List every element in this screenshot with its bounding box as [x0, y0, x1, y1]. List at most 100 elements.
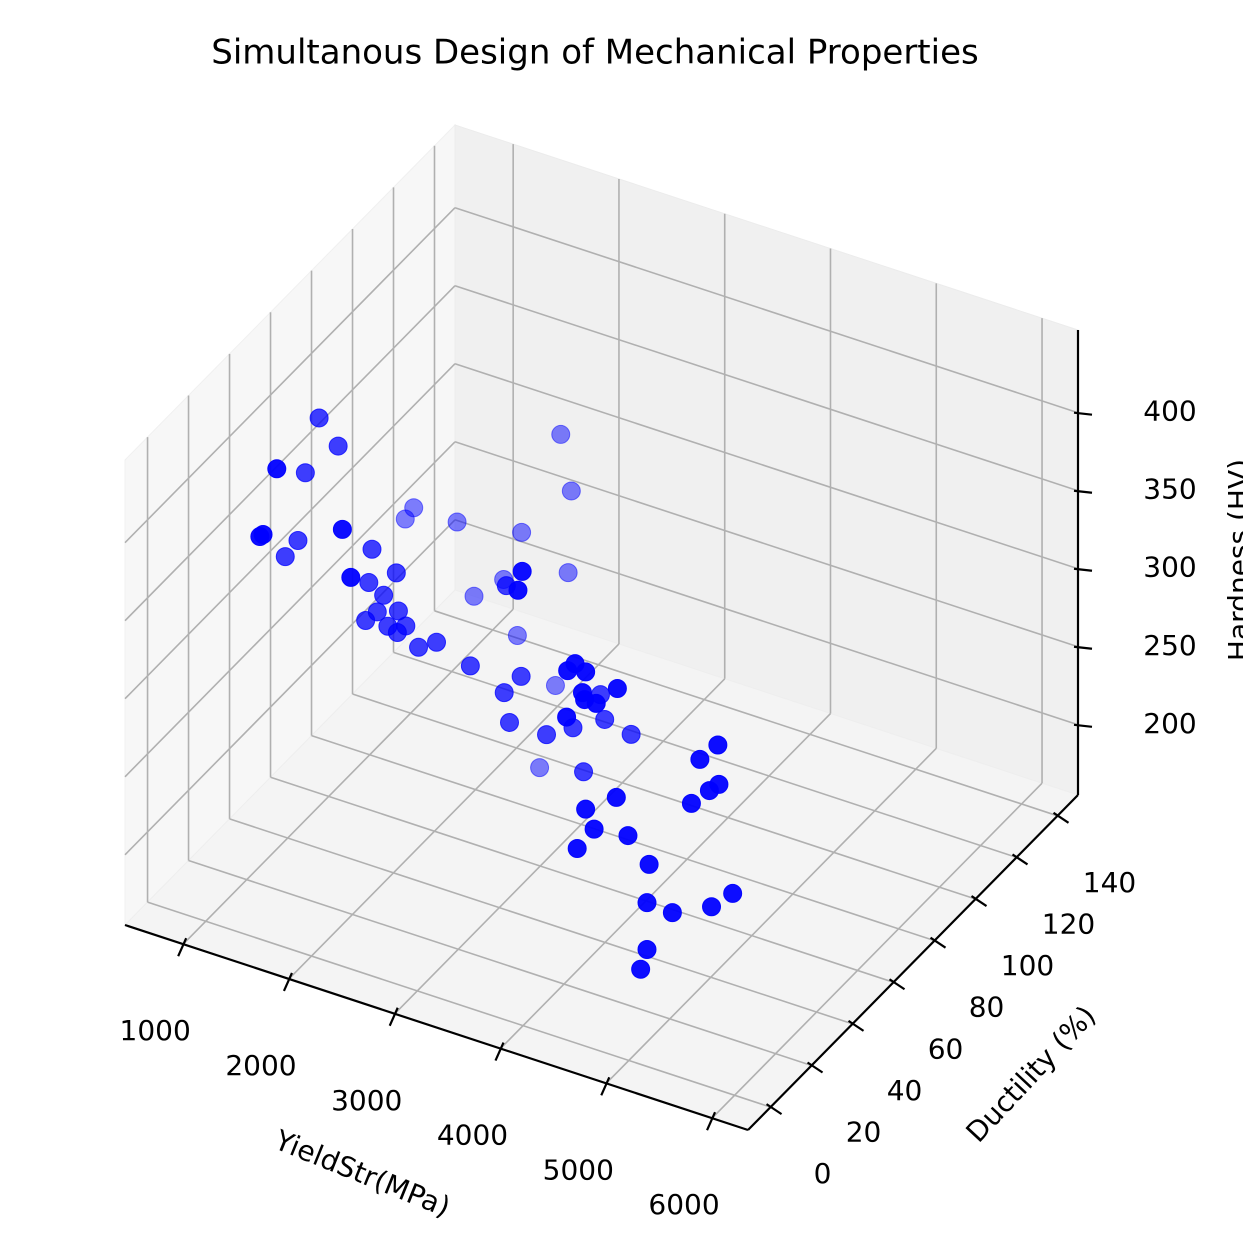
x-tick-label: 2000: [225, 1049, 296, 1082]
x-tick-label: 4000: [437, 1119, 508, 1152]
point: [702, 897, 722, 917]
point: [558, 563, 578, 583]
x-tick: [600, 1076, 611, 1096]
y-tick-label: 140: [1083, 866, 1136, 899]
y-tick: [765, 1103, 783, 1116]
point: [639, 854, 659, 874]
point: [631, 959, 651, 979]
point: [681, 793, 701, 813]
grid-line: [229, 818, 853, 1025]
z-tick: [1073, 723, 1093, 728]
point: [545, 675, 565, 695]
grid-line: [182, 608, 514, 945]
point: [253, 524, 273, 544]
point: [576, 662, 596, 682]
point: [607, 679, 627, 699]
y-tick: [847, 1019, 865, 1032]
y-tick-label: 100: [1001, 949, 1054, 982]
grid-line: [454, 284, 1079, 492]
point: [404, 498, 424, 518]
y-tick: [1052, 811, 1070, 824]
point: [460, 656, 480, 676]
point: [427, 632, 447, 652]
z-tick-label: 400: [1143, 395, 1196, 428]
point: [359, 573, 379, 593]
point: [309, 408, 329, 428]
grid-line: [454, 441, 1079, 648]
grid-line: [124, 441, 456, 778]
z-tick-label: 350: [1143, 473, 1196, 506]
point: [374, 585, 394, 605]
point: [584, 819, 604, 839]
point: [530, 758, 550, 778]
y-tick: [888, 978, 906, 991]
point: [595, 709, 615, 729]
point: [341, 567, 361, 587]
grid-line: [711, 782, 1043, 1119]
y-tick: [1011, 853, 1029, 866]
grid-line: [352, 693, 976, 900]
point: [709, 774, 729, 794]
point: [275, 547, 295, 567]
point: [267, 459, 287, 479]
grid-line: [434, 610, 1058, 817]
x-tick: [494, 1042, 505, 1062]
grid-line: [147, 901, 771, 1108]
point: [396, 616, 416, 636]
z-tick: [1073, 645, 1093, 650]
y-axis: [747, 794, 1079, 1131]
grid-line: [188, 859, 812, 1067]
point: [295, 463, 315, 483]
y-tick: [929, 936, 947, 949]
x-tick-label: 1000: [120, 1014, 191, 1047]
grid-line: [124, 207, 456, 544]
point: [332, 519, 352, 539]
x-tick: [706, 1111, 717, 1131]
grid-line: [124, 285, 456, 622]
point: [386, 563, 406, 583]
point: [618, 826, 638, 846]
point: [328, 436, 348, 456]
point: [511, 666, 531, 686]
y-tick-label: 0: [814, 1157, 832, 1190]
grid-line: [454, 519, 1079, 726]
point: [561, 481, 581, 501]
x-tick: [388, 1007, 399, 1027]
grid-line: [394, 678, 726, 1015]
grid-line: [454, 206, 1079, 414]
y-tick-label: 20: [846, 1115, 882, 1148]
z-tick-label: 300: [1143, 551, 1196, 584]
point: [507, 626, 527, 646]
grid-line: [454, 362, 1079, 570]
point: [563, 718, 583, 738]
y-tick-label: 80: [969, 991, 1005, 1024]
y-tick: [970, 895, 988, 907]
point: [409, 637, 429, 657]
z-tick-label: 200: [1143, 707, 1196, 740]
z-tick: [1073, 411, 1093, 416]
point: [708, 735, 728, 755]
point: [362, 539, 382, 559]
point: [637, 893, 657, 913]
chart-title: Simultanous Design of Mechanical Propert…: [211, 33, 978, 73]
point: [367, 602, 387, 622]
point: [590, 685, 610, 705]
point: [464, 586, 484, 606]
grid-line: [270, 776, 894, 984]
x-tick: [177, 937, 188, 957]
point: [637, 939, 657, 959]
z-tick: [1073, 489, 1093, 494]
point: [508, 580, 528, 600]
grid-line: [124, 363, 456, 700]
grid-line: [499, 712, 832, 1050]
y-tick-label: 60: [928, 1032, 964, 1065]
x-tick-label: 5000: [543, 1153, 614, 1186]
x-tick-label: 3000: [331, 1084, 402, 1117]
z-tick-label: 250: [1143, 629, 1196, 662]
point: [500, 712, 520, 732]
z-axis-label: Hardness (HV): [1222, 459, 1243, 661]
point: [551, 424, 571, 444]
y-tick: [806, 1061, 824, 1074]
x-tick-label: 6000: [648, 1188, 719, 1221]
